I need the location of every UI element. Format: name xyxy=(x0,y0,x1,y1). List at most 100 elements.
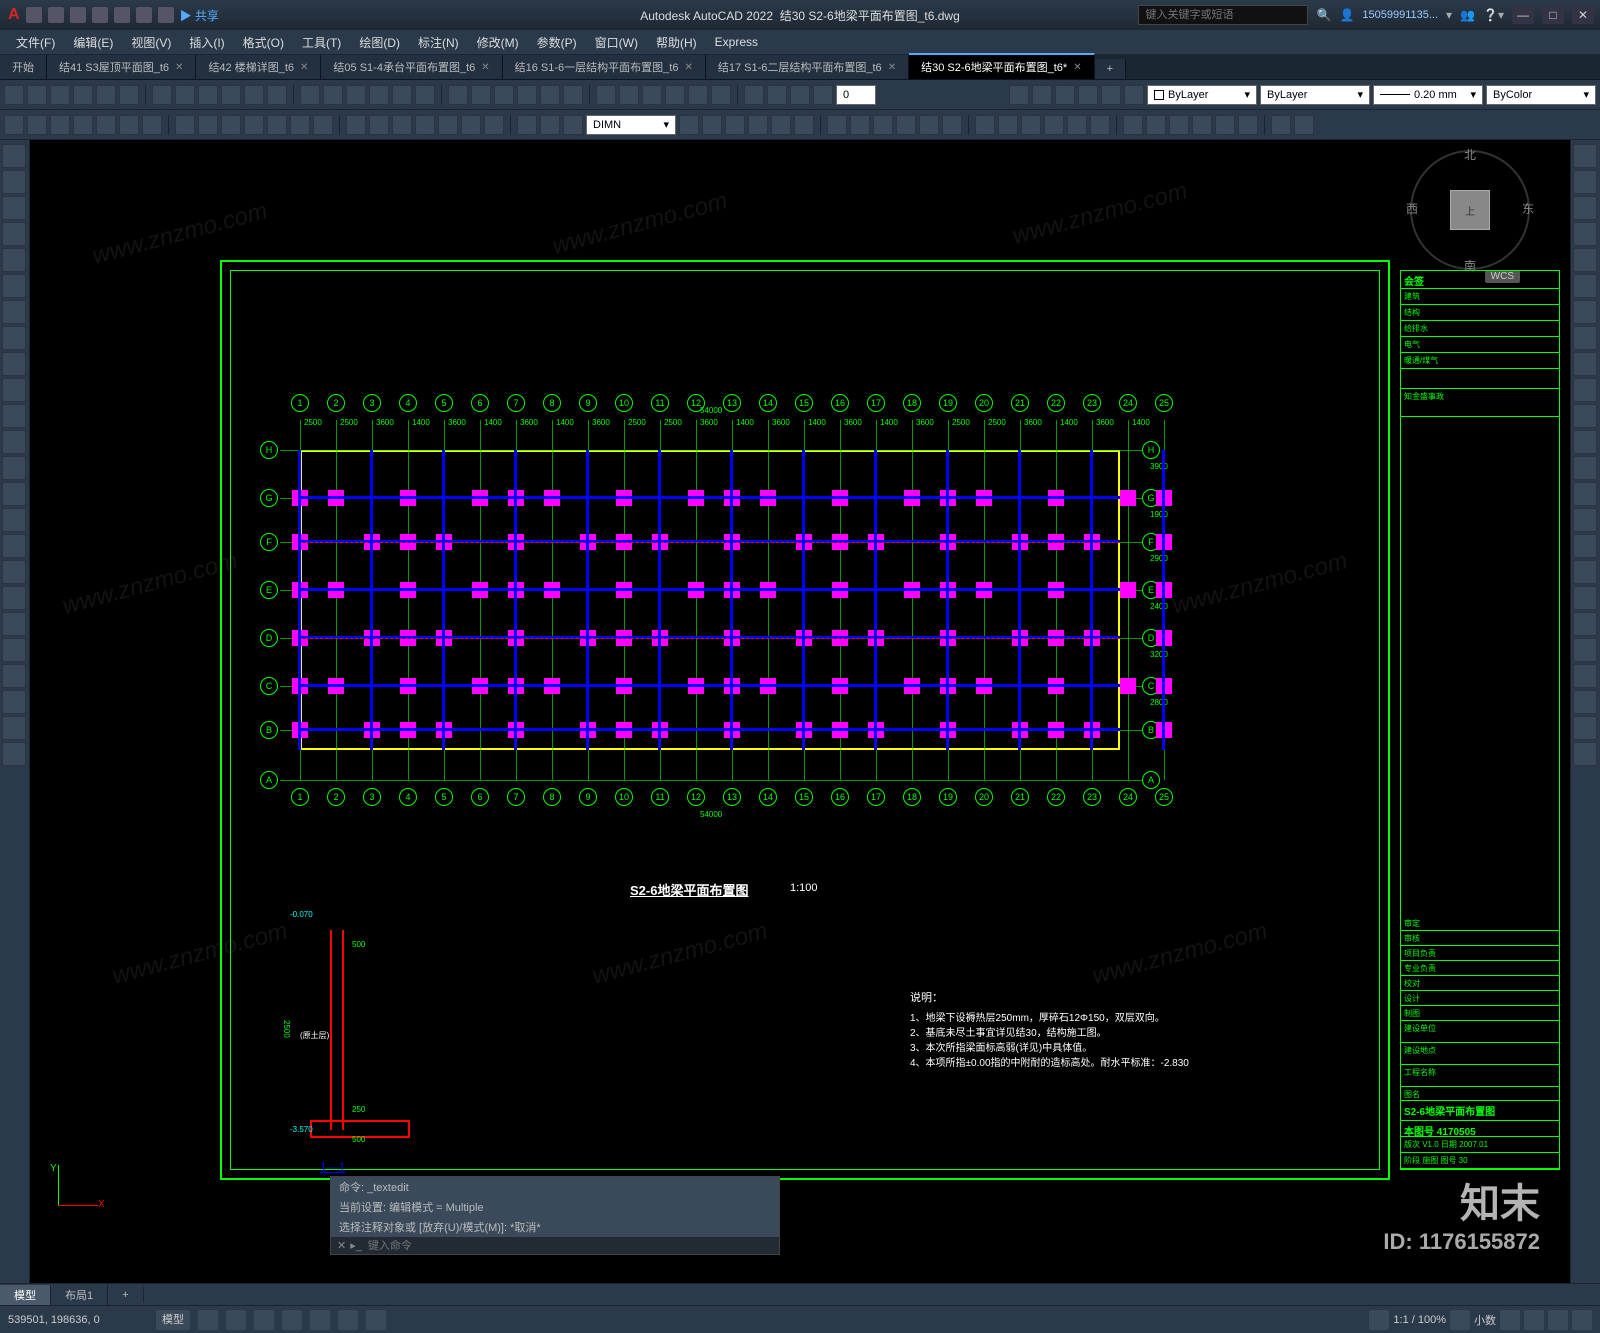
toolbar-button[interactable] xyxy=(27,115,47,135)
toolbar-button[interactable] xyxy=(1124,85,1144,105)
toolbar-button[interactable] xyxy=(642,85,662,105)
draw-tool-button[interactable] xyxy=(2,144,26,168)
toolbar-button[interactable] xyxy=(702,115,722,135)
toolbar-button[interactable] xyxy=(771,115,791,135)
ortho-toggle[interactable] xyxy=(254,1310,274,1330)
toolbar-button[interactable] xyxy=(198,85,218,105)
draw-tool-button[interactable] xyxy=(2,586,26,610)
dimstyle-dropdown[interactable]: DIMN▾ xyxy=(586,115,676,135)
toolbar-button[interactable] xyxy=(688,85,708,105)
modify-tool-button[interactable] xyxy=(1573,430,1597,454)
layer-dropdown[interactable]: ByLayer▾ xyxy=(1147,85,1257,105)
toolbar-button[interactable] xyxy=(563,85,583,105)
settings-icon[interactable] xyxy=(1450,1310,1470,1330)
toolbar-button[interactable] xyxy=(1294,115,1314,135)
toolbar-button[interactable] xyxy=(1169,115,1189,135)
tab-close-icon[interactable]: ✕ xyxy=(684,62,692,73)
toolbar-button[interactable] xyxy=(1146,115,1166,135)
toolbar-button[interactable] xyxy=(221,115,241,135)
status-icon[interactable] xyxy=(1369,1310,1389,1330)
menu-item[interactable]: Express xyxy=(707,33,766,51)
draw-tool-button[interactable] xyxy=(2,456,26,480)
toolbar-button[interactable] xyxy=(471,85,491,105)
draw-tool-button[interactable] xyxy=(2,326,26,350)
saveas-icon[interactable] xyxy=(92,7,108,23)
toolbar-button[interactable] xyxy=(415,85,435,105)
modify-tool-button[interactable] xyxy=(1573,326,1597,350)
draw-tool-button[interactable] xyxy=(2,430,26,454)
draw-tool-button[interactable] xyxy=(2,222,26,246)
draw-tool-button[interactable] xyxy=(2,534,26,558)
toolbar-button[interactable] xyxy=(1271,115,1291,135)
otrack-toggle[interactable] xyxy=(338,1310,358,1330)
toolbar-button[interactable] xyxy=(346,85,366,105)
toolbar-button[interactable] xyxy=(392,115,412,135)
draw-tool-button[interactable] xyxy=(2,560,26,584)
toolbar-button[interactable] xyxy=(142,115,162,135)
toolbar-button[interactable] xyxy=(119,85,139,105)
toolbar-button[interactable] xyxy=(794,115,814,135)
toolbar-button[interactable] xyxy=(813,85,833,105)
modify-tool-button[interactable] xyxy=(1573,534,1597,558)
tab-close-icon[interactable]: ✕ xyxy=(1073,62,1081,73)
help-search-input[interactable] xyxy=(1138,5,1308,25)
toolbar-button[interactable] xyxy=(300,85,320,105)
toolbar-button[interactable] xyxy=(1090,115,1110,135)
toolbar-button[interactable] xyxy=(1101,85,1121,105)
save-icon[interactable] xyxy=(70,7,86,23)
draw-tool-button[interactable] xyxy=(2,508,26,532)
modify-tool-button[interactable] xyxy=(1573,742,1597,766)
lineweight-dropdown[interactable]: 0.20 mm▾ xyxy=(1373,85,1483,105)
lwt-toggle[interactable] xyxy=(366,1310,386,1330)
modify-tool-button[interactable] xyxy=(1573,612,1597,636)
menu-item[interactable]: 视图(V) xyxy=(123,32,179,53)
toolbar-button[interactable] xyxy=(975,115,995,135)
toolbar-button[interactable] xyxy=(1078,85,1098,105)
share-button[interactable]: ▶ 共享 xyxy=(180,7,219,24)
toolbar-button[interactable] xyxy=(73,115,93,135)
close-button[interactable]: ✕ xyxy=(1572,6,1594,24)
color-dropdown[interactable]: ByColor▾ xyxy=(1486,85,1596,105)
toolbar-button[interactable] xyxy=(313,115,333,135)
modify-tool-button[interactable] xyxy=(1573,144,1597,168)
new-icon[interactable] xyxy=(26,7,42,23)
menu-item[interactable]: 参数(P) xyxy=(529,32,585,53)
document-tab[interactable]: 结42 楼梯详图_t6✕ xyxy=(196,55,321,79)
status-icon[interactable] xyxy=(1548,1310,1568,1330)
grid-toggle[interactable] xyxy=(198,1310,218,1330)
menu-item[interactable]: 文件(F) xyxy=(8,32,63,53)
customize-icon[interactable] xyxy=(1572,1310,1592,1330)
document-tab[interactable]: 结16 S1-6一层结构平面布置图_t6✕ xyxy=(503,55,706,79)
polar-toggle[interactable] xyxy=(282,1310,302,1330)
toolbar-button[interactable] xyxy=(1021,115,1041,135)
toolbar-button[interactable] xyxy=(827,115,847,135)
tab-close-icon[interactable]: ✕ xyxy=(481,62,489,73)
drawing-canvas[interactable]: www.znzmo.com www.znzmo.com www.znzmo.co… xyxy=(30,140,1570,1305)
undo-icon[interactable] xyxy=(136,7,152,23)
toolbar-button[interactable] xyxy=(50,85,70,105)
toolbar-button[interactable] xyxy=(596,85,616,105)
toolbar-button[interactable] xyxy=(1123,115,1143,135)
draw-tool-button[interactable] xyxy=(2,352,26,376)
modify-tool-button[interactable] xyxy=(1573,274,1597,298)
toolbar-button[interactable] xyxy=(346,115,366,135)
modify-tool-button[interactable] xyxy=(1573,560,1597,584)
toolbar-button[interactable] xyxy=(369,85,389,105)
toolbar-button[interactable] xyxy=(392,85,412,105)
modify-tool-button[interactable] xyxy=(1573,456,1597,480)
status-icon[interactable] xyxy=(1500,1310,1520,1330)
modify-tool-button[interactable] xyxy=(1573,378,1597,402)
draw-tool-button[interactable] xyxy=(2,196,26,220)
toolbar-button[interactable] xyxy=(1032,85,1052,105)
status-icon[interactable] xyxy=(1524,1310,1544,1330)
toolbar-button[interactable] xyxy=(1215,115,1235,135)
toolbar-button[interactable] xyxy=(267,85,287,105)
add-layout-tab[interactable]: + xyxy=(108,1287,143,1303)
menu-item[interactable]: 工具(T) xyxy=(294,32,349,53)
toolbar-button[interactable] xyxy=(461,115,481,135)
draw-tool-button[interactable] xyxy=(2,612,26,636)
tab-close-icon[interactable]: ✕ xyxy=(300,62,308,73)
toolbar-button[interactable] xyxy=(244,115,264,135)
model-space-button[interactable]: 模型 xyxy=(156,1310,190,1330)
toolbar-button[interactable] xyxy=(679,115,699,135)
